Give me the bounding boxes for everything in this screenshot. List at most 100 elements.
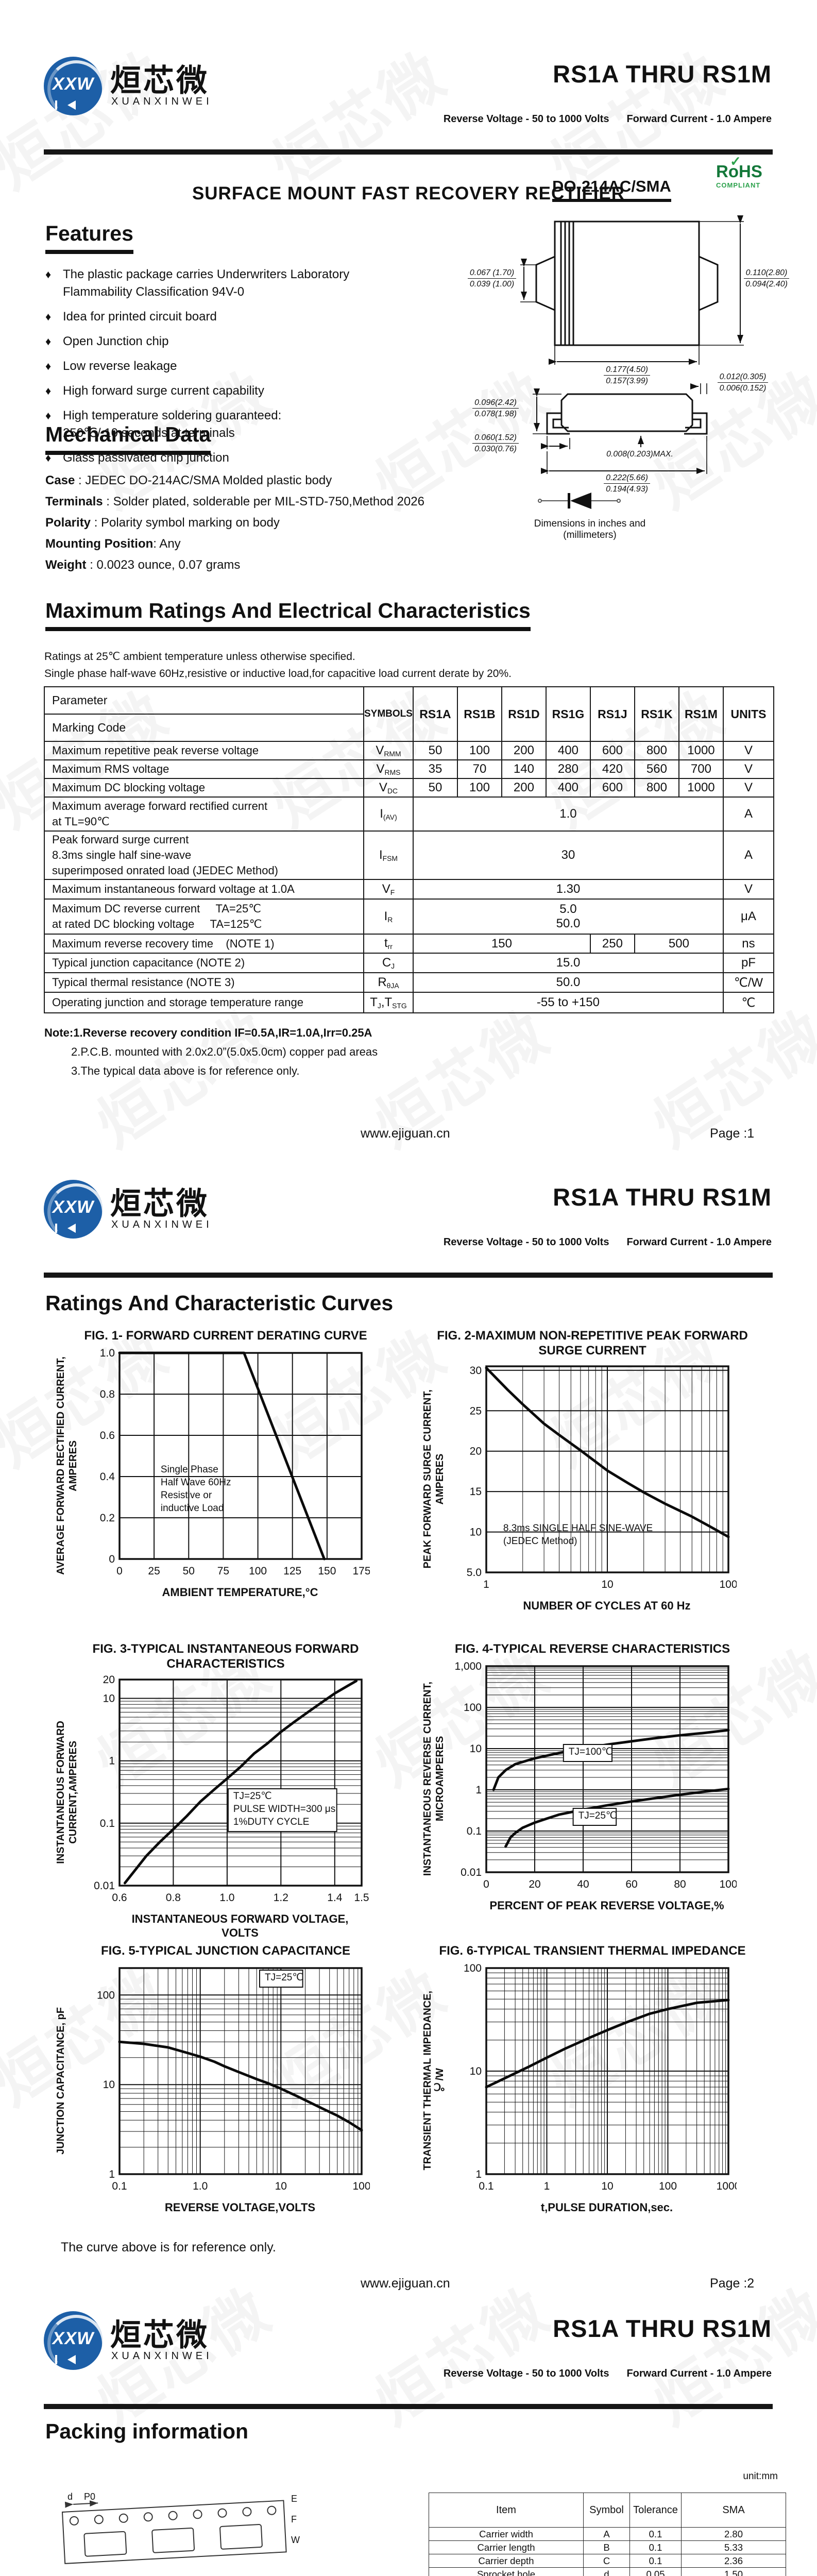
ratings-heading: Maximum Ratings And Electrical Character…: [45, 599, 531, 631]
value-cell: 15.0: [412, 953, 724, 973]
svg-text:15: 15: [470, 1486, 482, 1498]
packing-cell: Carrier depth: [429, 2554, 584, 2568]
reverse-voltage-range: Reverse Voltage - 50 to 1000 Volts: [443, 1236, 609, 1248]
packing-header-cell: SMA: [681, 2493, 786, 2528]
feature-item: ♦ Low reverse leakage: [45, 358, 375, 375]
dimension-label: 0.096(2.42) 0.078(1.98): [461, 398, 531, 419]
svg-text:10: 10: [601, 2180, 613, 2192]
footer-page-number: Page :1: [710, 1126, 755, 1141]
ratings-notes: Note:1.Reverse recovery condition IF=0.5…: [44, 1023, 378, 1080]
svg-text:1.2: 1.2: [274, 1892, 288, 1904]
header-divider: [44, 1273, 773, 1278]
value-cell: 560: [634, 759, 679, 779]
page-header: XXW 烜芯微 XUANXINWEI RS1A THRU RS1M Revers…: [0, 1176, 817, 1284]
figure-6-xlabel: t,PULSE DURATION,sec.: [540, 2201, 673, 2214]
svg-text:10: 10: [470, 2065, 482, 2077]
value-cell: 100: [456, 778, 502, 798]
unit-cell: μA: [722, 899, 774, 935]
figure-2-ylabel: PEAK FORWARD SURGE CURRENT, AMPERES: [422, 1389, 446, 1569]
svg-text:100: 100: [719, 1878, 737, 1890]
packing-cell: Carrier length: [429, 2540, 584, 2554]
figure-1: FIG. 1- FORWARD CURRENT DERATING CURVE A…: [55, 1328, 397, 1599]
value-cell: 600: [589, 741, 635, 760]
value-cell: -55 to +150: [412, 992, 724, 1013]
svg-text:175: 175: [352, 1565, 370, 1577]
packing-row: Carrier length B 0.1 5.33: [429, 2540, 786, 2554]
packing-cell: 0.1: [629, 2527, 682, 2541]
feature-text: Open Junction chip: [63, 333, 168, 350]
part-number-title: RS1A THRU RS1M: [553, 2315, 772, 2342]
symbol-cell: I(AV): [363, 796, 414, 832]
svg-text:1: 1: [475, 2168, 482, 2180]
diamond-bullet-icon: ♦: [45, 268, 52, 281]
header-divider: [44, 2404, 773, 2409]
svg-text:10: 10: [470, 1527, 482, 1538]
mechanical-item: Polarity : Polarity symbol marking on bo…: [45, 516, 280, 530]
figure-2-xlabel: NUMBER OF CYCLES AT 60 Hz: [523, 1599, 691, 1612]
packing-header-cell: Symbol: [583, 2493, 630, 2528]
table-row: Typical thermal resistance (NOTE 3) RθJA 5…: [44, 972, 774, 993]
unit-cell: A: [722, 796, 774, 832]
feature-line: Idea for printed circuit board: [63, 310, 217, 324]
rohs-logo: RoHS ✓: [716, 154, 783, 181]
svg-text:1: 1: [475, 1784, 482, 1796]
packing-heading: Packing information: [45, 2419, 249, 2443]
figure-4-ylabel: INSTANTANEOUS REVERSE CURRENT, MICROAMPE…: [422, 1681, 446, 1876]
ratings-subtitle: Reverse Voltage - 50 to 1000 Volts Forwar…: [444, 2368, 772, 2380]
svg-text:Resistive or: Resistive or: [161, 1490, 212, 1501]
table-header-device: RS1K: [634, 686, 679, 742]
mechanical-item: Weight : 0.0023 ounce, 0.07 grams: [45, 558, 241, 572]
svg-text:20: 20: [470, 1446, 482, 1458]
figure-1-title: FIG. 1- FORWARD CURRENT DERATING CURVE: [84, 1329, 367, 1343]
packing-cell: 0.05: [629, 2567, 682, 2576]
figure-2-title: FIG. 2-MAXIMUM NON-REPETITIVE PEAK FORWA…: [437, 1329, 748, 1358]
page-title: SURFACE MOUNT FAST RECOVERY RECTIFIER: [192, 183, 625, 204]
marking-code-header-label: Marking Code: [52, 721, 126, 734]
unit-cell: A: [722, 831, 774, 880]
footer-page-number: Page :2: [710, 2276, 755, 2291]
parameter-cell: Maximum average forward rectified curren…: [44, 796, 364, 832]
page-header: XXW 烜芯微 XUANXINWEI RS1A THRU RS1M Revers…: [0, 53, 817, 161]
feature-line: Low reverse leakage: [63, 359, 177, 373]
svg-text:10: 10: [103, 1693, 115, 1705]
parameter-cell: Maximum instantaneous forward voltage at…: [44, 879, 364, 900]
figure-5-title: FIG. 5-TYPICAL JUNCTION CAPACITANCE: [100, 1944, 351, 1958]
svg-text:100: 100: [464, 1962, 482, 1974]
svg-text:0.01: 0.01: [94, 1880, 115, 1892]
chart-canvas: 8.3ms SINGLE HALF SINE-WAVE (JEDEC Method…: [467, 1365, 738, 1590]
company-logo-icon: XXW: [44, 57, 103, 115]
electrical-characteristics-table: Parameter Marking Code SYMBOLS RS1A RS1B RS1D…: [44, 686, 774, 1013]
parameter-cell: Peak forward surge current 8.3ms single h…: [44, 831, 364, 880]
svg-text:80: 80: [674, 1878, 686, 1890]
parameter-cell: Maximum RMS voltage: [44, 759, 364, 779]
packing-cell: 0.1: [629, 2554, 682, 2568]
svg-text:100: 100: [659, 2180, 677, 2192]
svg-text:75: 75: [217, 1565, 229, 1577]
dimension-label: 0.008(0.203)MAX.: [606, 450, 673, 459]
figure-5: FIG. 5-TYPICAL JUNCTION CAPACITANCE JUNC…: [55, 1943, 397, 2214]
svg-text:1.4: 1.4: [327, 1892, 343, 1904]
packing-cell: Carrier width: [429, 2527, 584, 2541]
chart-canvas: Single Phase Half Wave 60Hz Resistive or in…: [100, 1347, 371, 1577]
parameter-header-label: Parameter: [45, 688, 363, 715]
value-cell: 1.30: [412, 879, 724, 900]
table-row: Maximum RMS voltage VRMS 35 70 140 280 420 560 7…: [44, 759, 774, 779]
figure-2: FIG. 2-MAXIMUM NON-REPETITIVE PEAK FORWA…: [421, 1328, 763, 1613]
svg-text:100: 100: [719, 1579, 737, 1590]
package-outline-svg: [520, 215, 744, 474]
value-cell: 1.0: [412, 796, 724, 832]
feature-item: ♦ High temperature soldering guaranteed: 2…: [45, 407, 375, 442]
tape-dim-label: d: [67, 2492, 73, 2502]
symbol-cell: IFSM: [363, 831, 414, 880]
symbol-cell: VF: [363, 879, 414, 900]
ratings-intro-1: Ratings at 25℃ ambient temperature unles…: [44, 651, 355, 663]
unit-cell: ℃/W: [722, 972, 774, 993]
symbol-cell: CJ: [363, 953, 414, 973]
figure-4-xlabel: PERCENT OF PEAK REVERSE VOLTAGE,%: [489, 1899, 724, 1912]
figure-4-title: FIG. 4-TYPICAL REVERSE CHARACTERISTICS: [454, 1642, 730, 1656]
mechanical-item: Terminals : Solder plated, solderable pe…: [45, 495, 424, 509]
svg-text:100: 100: [97, 1989, 115, 2001]
figure-2-plot: 8.3ms SINGLE HALF SINE-WAVE (JEDEC Method…: [450, 1360, 738, 1598]
mechanical-item: Mounting Position: Any: [45, 537, 181, 551]
